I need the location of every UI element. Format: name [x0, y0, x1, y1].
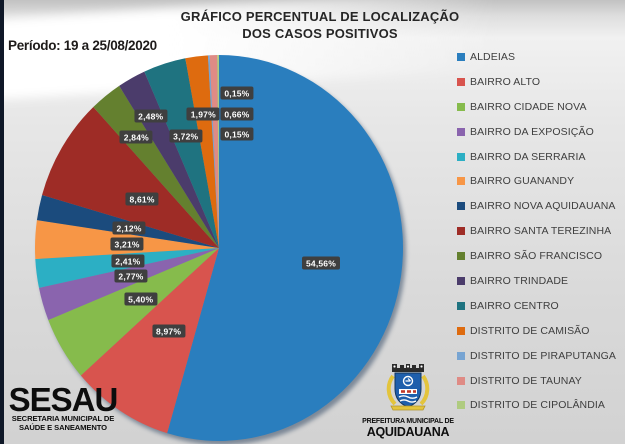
prefeitura-logo: PREFEITURA MUNICIPAL DE AQUIDAUANA: [352, 362, 464, 439]
legend-label: ALDEIAS: [470, 51, 516, 63]
pie-slice-12: [207, 55, 219, 248]
legend-swatch-icon: [457, 77, 465, 86]
legend-item-14: DISTRITO DE CIPOLÂNDIA: [457, 399, 616, 412]
pie-label-13: 0,66%: [220, 107, 254, 121]
legend-label: DISTRITO DE PIRAPUTANGA: [470, 349, 617, 362]
legend-swatch-icon: [457, 401, 465, 410]
pie-slice-10: [144, 58, 219, 249]
sesau-subtitle-2: SAÚDE E SANEAMENTO: [19, 423, 107, 432]
legend: ALDEIAS BAIRRO ALTO BAIRRO CIDADE NOVA BAIR…: [457, 51, 617, 425]
sesau-subtitle-1: SECRETARIA MUNICIPAL DE: [11, 414, 115, 423]
legend-label: BAIRRO DA SERRARIA: [470, 150, 586, 163]
pie-slice-1: [80, 248, 219, 434]
pie-slice-4: [35, 248, 219, 288]
pie-slice-7: [42, 107, 220, 248]
legend-swatch-icon: [457, 177, 465, 186]
legend-swatch-icon: [457, 252, 465, 261]
legend-label: BAIRRO CIDADE NOVA: [470, 100, 587, 113]
legend-label: DISTRITO DE CAMISÃO: [470, 324, 590, 337]
legend-label: BAIRRO ALTO: [470, 75, 541, 88]
sesau-title: SESAU: [8, 381, 119, 418]
pie-slice-0: [167, 55, 403, 441]
legend-label: BAIRRO GUANANDY: [470, 175, 575, 188]
legend-swatch-icon: [457, 53, 465, 61]
legend-item-11: DISTRITO DE CAMISÃO: [457, 324, 616, 337]
legend-label: DISTRITO DE CIPOLÂNDIA: [470, 399, 606, 412]
pie-label-10: 3,72%: [169, 129, 203, 143]
pie-label-12: 0,15%: [220, 86, 254, 100]
legend-item-6: BAIRRO NOVA AQUIDAUANA: [457, 200, 616, 213]
pie-slice-2: [48, 248, 219, 376]
pie-label-5: 3,21%: [110, 237, 144, 251]
legend-item-5: BAIRRO GUANANDY: [457, 175, 616, 188]
legend-item-9: BAIRRO TRINDADE: [457, 275, 616, 288]
legend-label: BAIRRO NOVA AQUIDAUANA: [470, 200, 616, 213]
pie-label-14: 0,15%: [220, 127, 254, 141]
prefeitura-label-1: PREFEITURA MUNICIPAL DE: [362, 418, 454, 425]
legend-item-4: BAIRRO DA SERRARIA: [457, 150, 616, 163]
legend-label: BAIRRO CENTRO: [470, 299, 559, 312]
legend-label: BAIRRO DA EXPOSIÇÃO: [470, 125, 594, 138]
chart-title-line2: DOS CASOS POSITIVOS: [242, 26, 398, 41]
legend-item-7: BAIRRO SANTA TEREZINHA: [457, 225, 616, 238]
legend-item-3: BAIRRO DA EXPOSIÇÃO: [457, 125, 616, 138]
pie-label-4: 2,41%: [111, 254, 145, 268]
pie-label-1: 8,97%: [151, 324, 186, 338]
pie-slice-8: [93, 85, 219, 248]
legend-item-13: DISTRITO DE TAUNAY: [457, 374, 616, 387]
legend-item-10: BAIRRO CENTRO: [457, 299, 616, 312]
pie-label-8: 2,84%: [119, 130, 153, 144]
pie-slice-11: [185, 55, 219, 248]
legend-swatch-icon: [457, 127, 465, 136]
legend-label: BAIRRO SANTA TEREZINHA: [470, 225, 612, 238]
legend-label: DISTRITO DE TAUNAY: [470, 374, 582, 387]
legend-item-2: BAIRRO CIDADE NOVA: [457, 100, 616, 113]
sesau-logo: SESAU SECRETARIA MUNICIPAL DE SAÚDE E SA…: [7, 381, 119, 432]
pie-label-0: 54,56%: [301, 256, 340, 270]
pie-slice-3: [38, 248, 220, 320]
legend-label: BAIRRO SÃO FRANCISCO: [470, 250, 603, 263]
legend-swatch-icon: [457, 202, 465, 211]
period-label: Período: 19 a 25/08/2020: [8, 38, 157, 53]
legend-item-8: BAIRRO SÃO FRANCISCO: [457, 250, 616, 263]
legend-swatch-icon: [457, 351, 465, 360]
legend-label: BAIRRO TRINDADE: [470, 275, 569, 288]
legend-item-0: ALDEIAS: [457, 51, 616, 63]
left-accent-bar: [0, 0, 4, 444]
pie-label-6: 2,12%: [112, 221, 146, 235]
legend-item-12: DISTRITO DE PIRAPUTANGA: [457, 349, 617, 362]
legend-swatch-icon: [457, 152, 465, 161]
legend-swatch-icon: [457, 227, 465, 236]
legend-swatch-icon: [457, 277, 465, 286]
legend-swatch-icon: [457, 301, 465, 310]
pie-label-11: 1,97%: [186, 107, 220, 121]
pie-slice-13: [209, 55, 219, 249]
pie-slice-14: [217, 55, 219, 248]
legend-swatch-icon: [457, 326, 465, 335]
legend-swatch-icon: [457, 102, 465, 111]
chart-title: GRÁFICO PERCENTUAL DE LOCALIZAÇÃO DOS CA…: [155, 8, 485, 42]
chart-title-line1: GRÁFICO PERCENTUAL DE LOCALIZAÇÃO: [180, 9, 460, 24]
legend-swatch-icon: [457, 376, 465, 385]
legend-item-1: BAIRRO ALTO: [457, 75, 616, 88]
pie-label-2: 5,40%: [124, 292, 158, 306]
pie-label-9: 2,48%: [134, 109, 168, 123]
pie-label-3: 2,77%: [114, 269, 148, 283]
city-crest-icon: [386, 364, 430, 411]
prefeitura-label-2: AQUIDAUANA: [366, 425, 450, 439]
pie-label-7: 8,61%: [125, 192, 159, 206]
